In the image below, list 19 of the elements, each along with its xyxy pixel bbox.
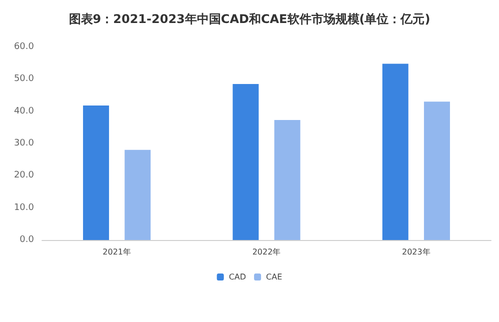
bar	[382, 64, 408, 240]
y-tick-label: 50.0	[14, 74, 34, 84]
chart-title: 图表9：2021-2023年中国CAD和CAE软件市场规模(单位：亿元)	[68, 12, 430, 26]
y-tick-label: 20.0	[14, 170, 34, 181]
legend-label: CAE	[266, 272, 282, 282]
bar	[424, 102, 450, 240]
bar	[83, 106, 110, 240]
y-tick-label: 10.0	[14, 202, 34, 213]
bar	[232, 84, 259, 240]
x-tick-label: 2022年	[252, 248, 281, 256]
x-tick-label: 2023年	[402, 248, 430, 256]
legend-label: CAD	[228, 272, 246, 282]
y-tick-label: 40.0	[14, 106, 34, 116]
bar	[124, 150, 151, 240]
y-tick-label: 30.0	[14, 138, 34, 148]
y-tick-label: 0.0	[20, 235, 34, 245]
bar	[274, 120, 300, 240]
y-tick-label: 60.0	[14, 42, 34, 52]
x-tick-label: 2021年	[102, 248, 132, 256]
